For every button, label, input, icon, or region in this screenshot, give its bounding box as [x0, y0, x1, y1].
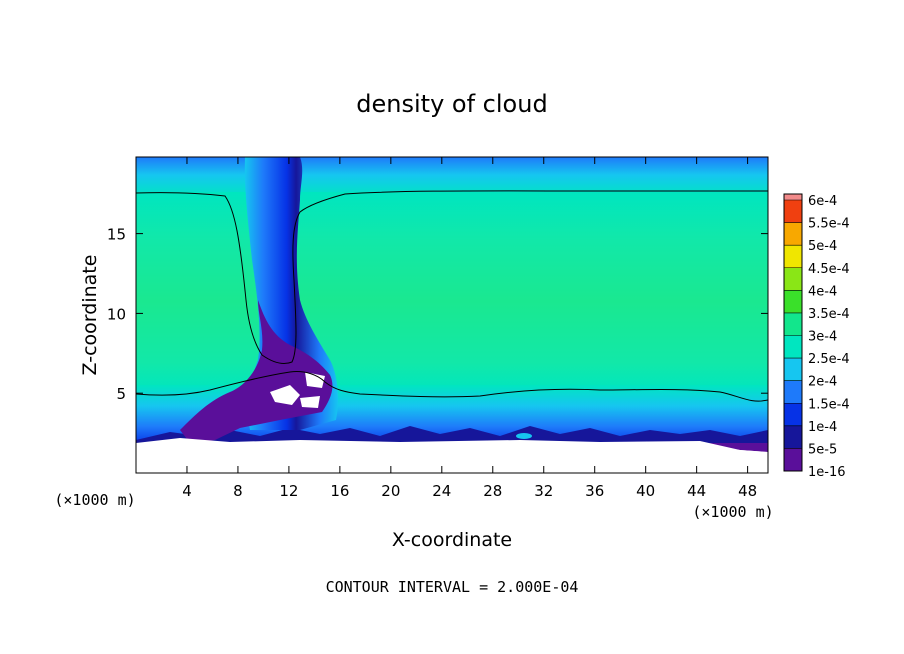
colorbar-swatch — [784, 222, 802, 246]
colorbar-label: 1.5e-4 — [808, 397, 850, 412]
colorbar-label: 1e-4 — [808, 420, 837, 435]
colorbar-swatch — [784, 194, 802, 200]
colorbar-swatch — [784, 245, 802, 268]
plume-base-purple — [180, 300, 333, 443]
small-cell — [516, 433, 532, 439]
colorbar-label: 3.5e-4 — [808, 307, 850, 322]
colorbar-label: 1e-16 — [808, 465, 846, 480]
x-tick-label: 32 — [534, 482, 553, 500]
colorbar-label: 6e-4 — [808, 194, 837, 209]
colorbar-swatch — [784, 358, 802, 381]
x-tick-label: 20 — [381, 482, 400, 500]
upper-blue-band — [136, 157, 768, 197]
colorbar-swatch — [784, 425, 802, 449]
colorbar-swatch — [784, 335, 802, 359]
lower-dark-blue-band — [136, 426, 768, 443]
cloud-gap-1 — [270, 385, 300, 405]
y-axis-label: Z-coordinate — [79, 255, 101, 376]
plot-field — [136, 157, 768, 473]
colorbar-label: 2.5e-4 — [808, 352, 850, 367]
colorbar-label: 3e-4 — [808, 330, 837, 345]
green-cloud-region — [136, 192, 768, 392]
x-tick-label: 40 — [636, 482, 655, 500]
y-axis: 5 10 15 — [107, 226, 768, 403]
colorbar-swatch — [784, 200, 802, 223]
x-tick-label: 8 — [233, 482, 243, 500]
x-tick-label: 4 — [182, 482, 192, 500]
y-tick-label: 10 — [107, 305, 126, 323]
x-tick-label: 16 — [330, 482, 349, 500]
x-unit-label-left: (×1000 m) — [54, 491, 135, 509]
x-axis-label: X-coordinate — [392, 529, 512, 551]
colorbar-label: 4.5e-4 — [808, 262, 850, 277]
cloud-free-region — [136, 438, 768, 473]
contour-lower — [136, 371, 768, 402]
y-tick-label: 15 — [107, 226, 126, 244]
colorbar-swatch — [784, 380, 802, 404]
x-axis: 4 8 12 16 20 24 28 32 36 40 44 48 — [182, 157, 757, 500]
colorbar-label: 5e-5 — [808, 442, 837, 457]
y-tick-label: 5 — [116, 385, 126, 403]
plot-frame — [135, 156, 769, 474]
contour-interval-note: CONTOUR INTERVAL = 2.000E-04 — [326, 578, 579, 596]
colorbar-swatch — [784, 403, 802, 426]
x-tick-label: 36 — [585, 482, 604, 500]
contour-upper — [136, 190, 768, 365]
colorbar-swatch — [784, 448, 802, 471]
colorbar-swatch — [784, 267, 802, 291]
colorbar-swatch — [784, 290, 802, 313]
x-tick-label: 12 — [279, 482, 298, 500]
colorbar-label: 4e-4 — [808, 284, 837, 299]
chart-title: density of cloud — [356, 90, 547, 118]
cloud-gap-3 — [300, 396, 320, 408]
cloud-gap-2 — [305, 372, 325, 388]
colorbar-label: 5e-4 — [808, 239, 837, 254]
colorbar: 1e-16 5e-5 1e-4 1.5e-4 2e-4 2.5e-4 3e-4 3.5e-4 4… — [783, 193, 850, 480]
colorbar-label: 5.5e-4 — [808, 217, 850, 232]
x-tick-label: 44 — [687, 482, 706, 500]
x-tick-label: 28 — [483, 482, 502, 500]
colorbar-label: 2e-4 — [808, 375, 837, 390]
x-unit-label-right: (×1000 m) — [692, 503, 773, 521]
x-tick-label: 48 — [738, 482, 757, 500]
colorbar-swatch — [784, 312, 802, 336]
x-tick-label: 24 — [432, 482, 451, 500]
